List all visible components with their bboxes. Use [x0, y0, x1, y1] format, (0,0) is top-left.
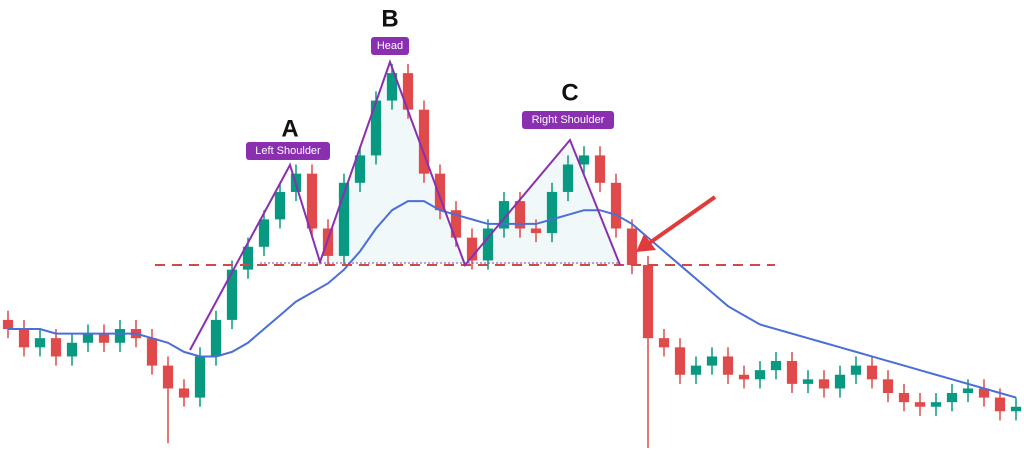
candle-body [690, 365, 702, 375]
candle-body [258, 219, 270, 247]
candle-body [738, 374, 750, 380]
candle-body [226, 269, 238, 320]
moving-average [8, 200, 1017, 399]
candle-body [722, 356, 734, 375]
candle-body [434, 173, 446, 211]
arrow-head [636, 234, 656, 252]
candle-body [898, 393, 910, 403]
candle-body [818, 379, 830, 389]
candle-body [514, 201, 526, 229]
tag-box [246, 142, 330, 160]
candle-body [770, 361, 782, 371]
candle-body [194, 356, 206, 398]
candle-body [642, 265, 654, 339]
candle-body [626, 228, 638, 266]
candle-body [674, 347, 686, 375]
candle-body [834, 374, 846, 389]
candle-body [610, 182, 622, 229]
candle-body [178, 388, 190, 398]
candle-body [386, 73, 398, 101]
label-a: A [281, 115, 298, 142]
candle-body [658, 338, 670, 348]
candle-body [978, 388, 990, 398]
candle-body [450, 210, 462, 238]
candle-body [66, 342, 78, 357]
candle-body [914, 402, 926, 407]
candle-body [802, 379, 814, 384]
candle-body [82, 333, 94, 343]
tag-left-shoulder: Left Shoulder [255, 145, 321, 157]
candle-body [562, 164, 574, 192]
tag-box [371, 37, 409, 55]
candle-body [498, 201, 510, 229]
tag-right-shoulder: Right Shoulder [532, 114, 605, 126]
candle-body [930, 402, 942, 407]
candle-body [466, 237, 478, 261]
pattern-fill [320, 62, 620, 265]
candle-body [594, 155, 606, 183]
candle-body [210, 319, 222, 357]
candle-body [146, 338, 158, 366]
pattern-line [189, 59, 621, 351]
candle-body [370, 100, 382, 156]
candle-body [754, 370, 766, 380]
candles [2, 63, 1022, 448]
candle-body [18, 329, 30, 348]
candle-body [114, 329, 126, 343]
candle-body [98, 333, 110, 343]
candle-body [418, 109, 430, 174]
candle-body [706, 356, 718, 366]
candle-body [338, 182, 350, 256]
candle-body [1010, 406, 1022, 412]
candle-body [274, 191, 286, 220]
candle-body [530, 228, 542, 234]
candle-body [882, 379, 894, 394]
tag-head: Head [377, 40, 403, 52]
label-c: C [561, 79, 578, 106]
candle-body [306, 173, 318, 229]
candle-body [578, 155, 590, 165]
candle-body [354, 155, 366, 183]
candle-body [786, 361, 798, 384]
candle-body [242, 246, 254, 270]
candle-body [946, 393, 958, 403]
candle-body [322, 228, 334, 256]
label-b: B [381, 5, 398, 32]
arrow [646, 195, 717, 246]
candle-body [402, 73, 414, 110]
candle-body [994, 397, 1006, 412]
candle-body [34, 338, 46, 348]
candle-body [850, 365, 862, 375]
tag-box [522, 111, 614, 129]
candle-body [962, 388, 974, 394]
candle-body [162, 365, 174, 389]
candle-body [546, 191, 558, 234]
candle-body [866, 365, 878, 380]
candle-body [50, 338, 62, 357]
candle-body [482, 228, 494, 261]
candle-body [2, 319, 14, 330]
